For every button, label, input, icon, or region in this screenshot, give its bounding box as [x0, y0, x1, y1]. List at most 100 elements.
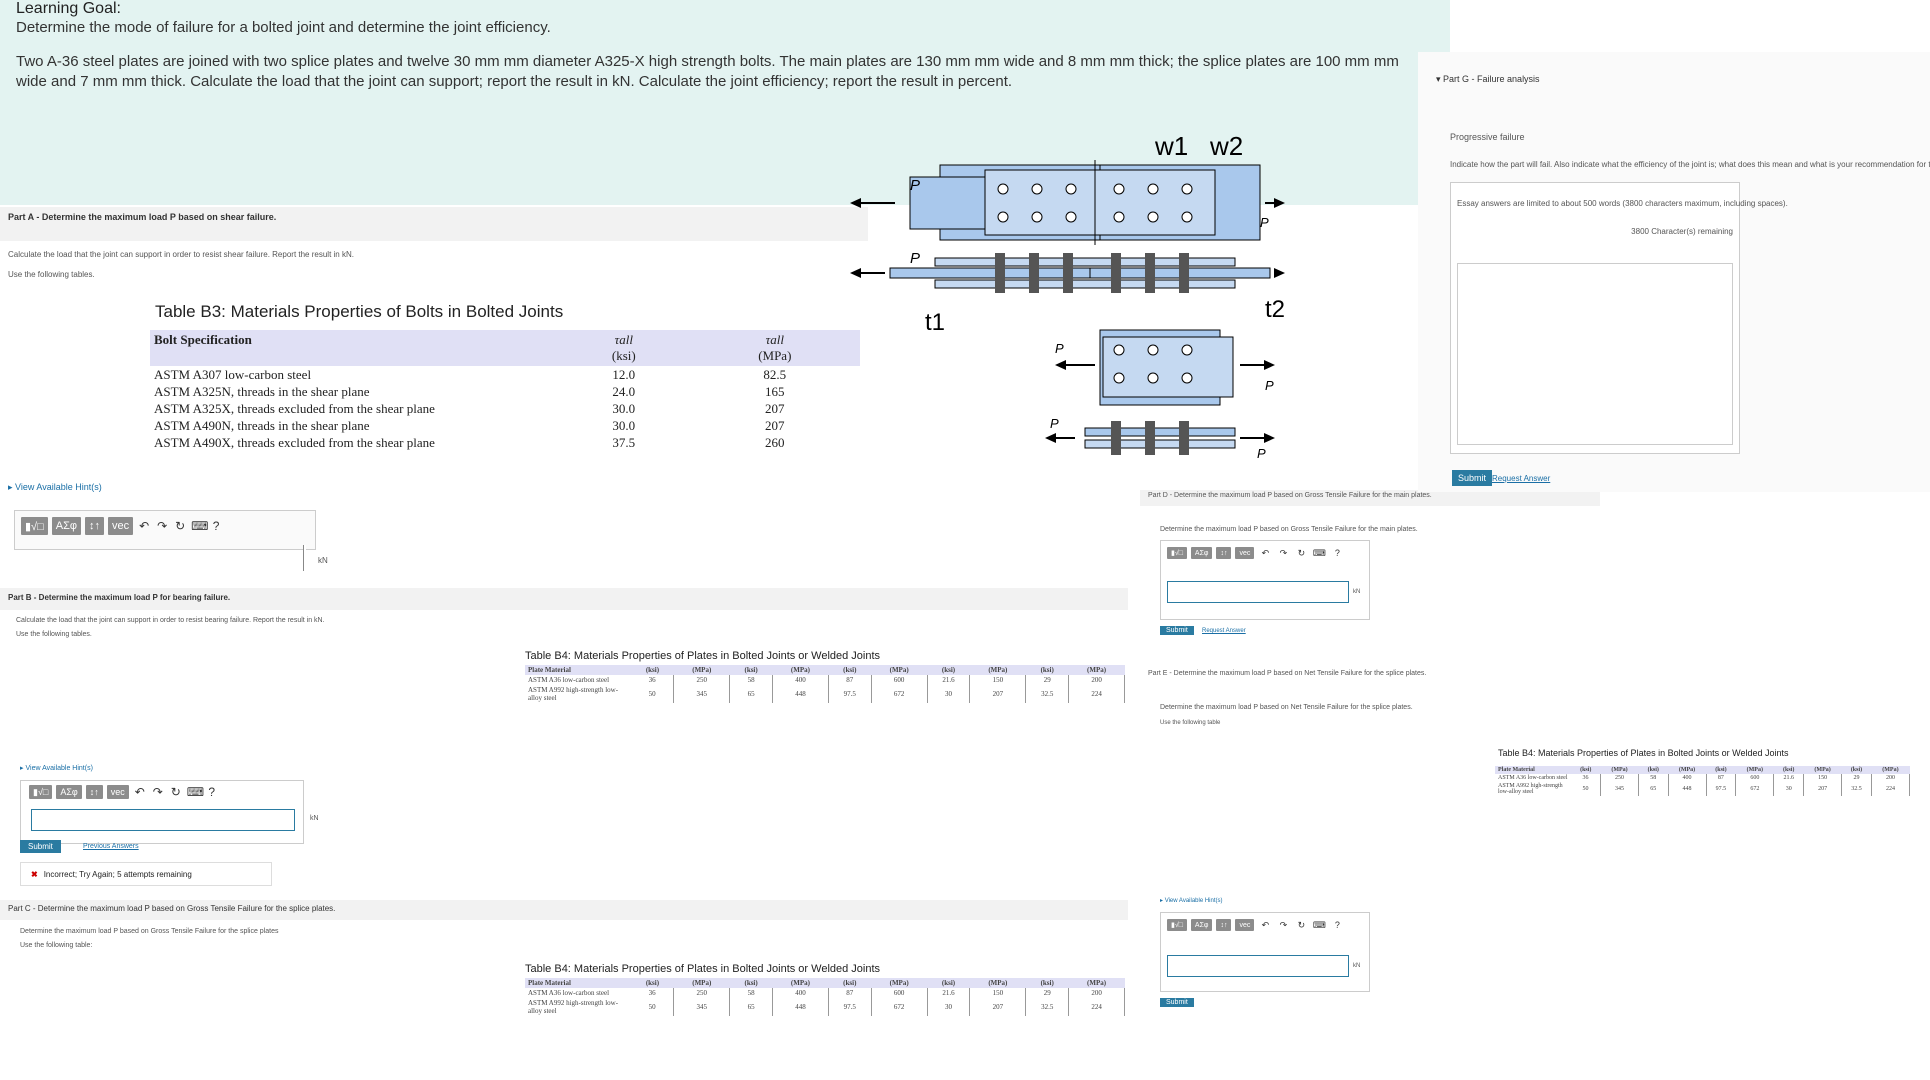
part-e-instruction-table: Use the following table	[1160, 720, 1221, 726]
part-a-instruction-tables: Use the following tables.	[8, 270, 95, 279]
table-b3-header-mpa-symbol: τall	[765, 332, 784, 347]
table-row: ASTM A490N, threads in the shear plane 30…	[154, 418, 785, 433]
part-b-header-strip	[0, 588, 1128, 610]
splice-plate-left	[984, 169, 1106, 236]
table-b3: Bolt Specification τall (ksi) τall (MPa)…	[150, 330, 860, 451]
table-b3-header-mpa: (MPa)	[758, 348, 792, 363]
help-icon[interactable]: ?	[208, 785, 216, 799]
greek-button[interactable]: ΑΣφ	[56, 785, 82, 799]
table-b4-caption: Table B4: Materials Properties of Plates…	[525, 650, 881, 662]
keyboard-icon[interactable]: ⌨	[1312, 547, 1326, 558]
table-row: ASTM A992 high-strength low-alloy steel …	[525, 998, 1125, 1016]
part-b-instruction-tables: Use the following tables.	[16, 631, 92, 638]
table-row: ASTM A36 low-carbon steel 36 250 58 400 87 6…	[525, 675, 1125, 685]
table-b4-caption-c: Table B4: Materials Properties of Plates…	[525, 963, 881, 975]
part-c-header-strip	[0, 900, 1128, 920]
part-a-view-hints-link[interactable]: ▸ View Available Hint(s)	[8, 482, 102, 492]
vec-button[interactable]: vec	[106, 785, 129, 799]
help-icon[interactable]: ?	[1334, 548, 1340, 558]
templates-button[interactable]: ▮√□	[1167, 919, 1187, 931]
redo-icon[interactable]: ↷	[1279, 919, 1288, 930]
part-b-answer-panel: ▮√□ ΑΣφ ↕↑ vec ↶ ↷ ↻ ⌨ ?	[20, 780, 304, 844]
redo-icon[interactable]: ↷	[152, 785, 163, 799]
help-icon[interactable]: ?	[1334, 920, 1340, 930]
part-b-answer-input[interactable]	[31, 809, 295, 831]
label-w1: w1	[1154, 131, 1188, 161]
part-g-essay-textarea[interactable]	[1457, 263, 1733, 445]
part-d-answer-input[interactable]	[1167, 581, 1349, 603]
part-g-request-answer-link[interactable]: Request Answer	[1492, 474, 1551, 483]
part-b-header[interactable]: Part B - Determine the maximum load P fo…	[8, 593, 231, 602]
templates-button[interactable]: ▮√□	[1167, 547, 1187, 559]
part-d-request-answer-link[interactable]: Request Answer	[1202, 628, 1246, 634]
table-row: ASTM A36 low-carbon steel 36 250 58 400 87 6…	[525, 988, 1125, 998]
table-b3-header-spec: Bolt Specification	[150, 330, 558, 366]
part-d-answer-panel: ▮√□ ΑΣφ ↕↑ vec ↶ ↷ ↻ ⌨ ? kN	[1160, 540, 1370, 620]
part-a-header[interactable]: Part A - Determine the maximum load P ba…	[8, 212, 277, 222]
greek-button[interactable]: ΑΣφ	[1190, 919, 1213, 931]
splice-plate-right	[1094, 169, 1216, 236]
arrows-button[interactable]: ↕↑	[1216, 547, 1232, 559]
arrows-button[interactable]: ↕↑	[85, 517, 105, 535]
arrows-button[interactable]: ↕↑	[85, 785, 103, 799]
table-b3-caption: Table B3: Materials Properties of Bolts …	[155, 302, 564, 321]
undo-icon[interactable]: ↶	[1261, 547, 1270, 558]
vec-button[interactable]: vec	[1235, 919, 1255, 931]
load-label-p: P	[910, 177, 920, 194]
label-t1: t1	[925, 309, 945, 336]
arrows-button[interactable]: ↕↑	[1216, 919, 1232, 931]
part-e-submit-button[interactable]: Submit	[1160, 998, 1194, 1007]
learning-goal-text: Determine the mode of failure for a bolt…	[16, 19, 551, 36]
part-g-remaining: 3800 Character(s) remaining	[1631, 227, 1733, 236]
keyboard-icon[interactable]: ⌨	[1312, 919, 1326, 930]
incorrect-icon: ✖	[31, 869, 38, 879]
part-g-header[interactable]: ▾ Part G - Failure analysis	[1436, 74, 1540, 84]
part-b-submit-button[interactable]: Submit	[20, 840, 61, 853]
reset-icon[interactable]: ↻	[170, 785, 181, 799]
greek-button[interactable]: ΑΣφ	[1190, 547, 1213, 559]
part-c-header[interactable]: Part C - Determine the maximum load P ba…	[8, 904, 336, 913]
table-row: ASTM A992 high-strength low-alloy steel …	[1495, 782, 1911, 796]
part-e-answer-input[interactable]	[1167, 955, 1349, 977]
part-d-submit-button[interactable]: Submit	[1160, 626, 1194, 635]
reset-icon[interactable]: ↻	[175, 519, 186, 533]
templates-button[interactable]: ▮√□	[21, 517, 48, 535]
svg-text:P: P	[1050, 416, 1059, 431]
table-row: ASTM A307 low-carbon steel 12.0 82.5	[154, 367, 787, 382]
help-icon[interactable]: ?	[212, 519, 220, 533]
table-b4: Plate Material (ksi) (MPa) (ksi) (MPa) (ksi)…	[525, 665, 1125, 703]
label-w2: w2	[1209, 131, 1243, 161]
part-e-instruction: Determine the maximum load P based on Ne…	[1160, 704, 1413, 711]
redo-icon[interactable]: ↷	[157, 519, 168, 533]
part-g-submit-button[interactable]: Submit	[1452, 470, 1493, 486]
part-b-previous-answers-link[interactable]: Previous Answers	[83, 843, 139, 850]
vec-button[interactable]: vec	[1235, 547, 1255, 559]
table-row: ASTM A325X, threads excluded from the sh…	[154, 401, 785, 416]
reset-icon[interactable]: ↻	[1297, 547, 1306, 558]
part-b-view-hints-link[interactable]: ▸ View Available Hint(s)	[20, 765, 93, 772]
part-a-header-strip	[0, 207, 868, 241]
svg-text:P: P	[1055, 341, 1064, 356]
table-row: ASTM A490X, threads excluded from the sh…	[154, 435, 785, 450]
part-e-view-hints-link[interactable]: ▸ View Available Hint(s)	[1160, 898, 1223, 904]
table-b3-header-ksi-symbol: τall	[614, 332, 633, 347]
part-a-answer-input[interactable]	[303, 545, 306, 571]
greek-button[interactable]: ΑΣφ	[51, 517, 82, 535]
vec-button[interactable]: vec	[108, 517, 134, 535]
undo-icon[interactable]: ↶	[134, 785, 145, 799]
part-g-instruction: Indicate how the part will fail. Also in…	[1450, 160, 1930, 169]
part-d-header[interactable]: Part D - Determine the maximum load P ba…	[1148, 492, 1432, 499]
svg-text:P: P	[910, 250, 920, 267]
svg-text:P: P	[1257, 446, 1266, 461]
redo-icon[interactable]: ↷	[1279, 547, 1288, 558]
templates-button[interactable]: ▮√□	[29, 785, 53, 799]
undo-icon[interactable]: ↶	[1261, 919, 1270, 930]
undo-icon[interactable]: ↶	[139, 519, 150, 533]
reset-icon[interactable]: ↻	[1297, 919, 1306, 930]
part-g-sub: Progressive failure	[1450, 132, 1525, 142]
part-e-header[interactable]: Part E - Determine the maximum load P ba…	[1148, 670, 1427, 677]
part-d-header-strip	[1140, 490, 1600, 506]
keyboard-icon[interactable]: ⌨	[191, 519, 209, 533]
keyboard-icon[interactable]: ⌨	[186, 785, 205, 799]
table-b4-c: Plate Material (ksi) (MPa) (ksi) (MPa) (ksi)…	[525, 978, 1125, 1034]
